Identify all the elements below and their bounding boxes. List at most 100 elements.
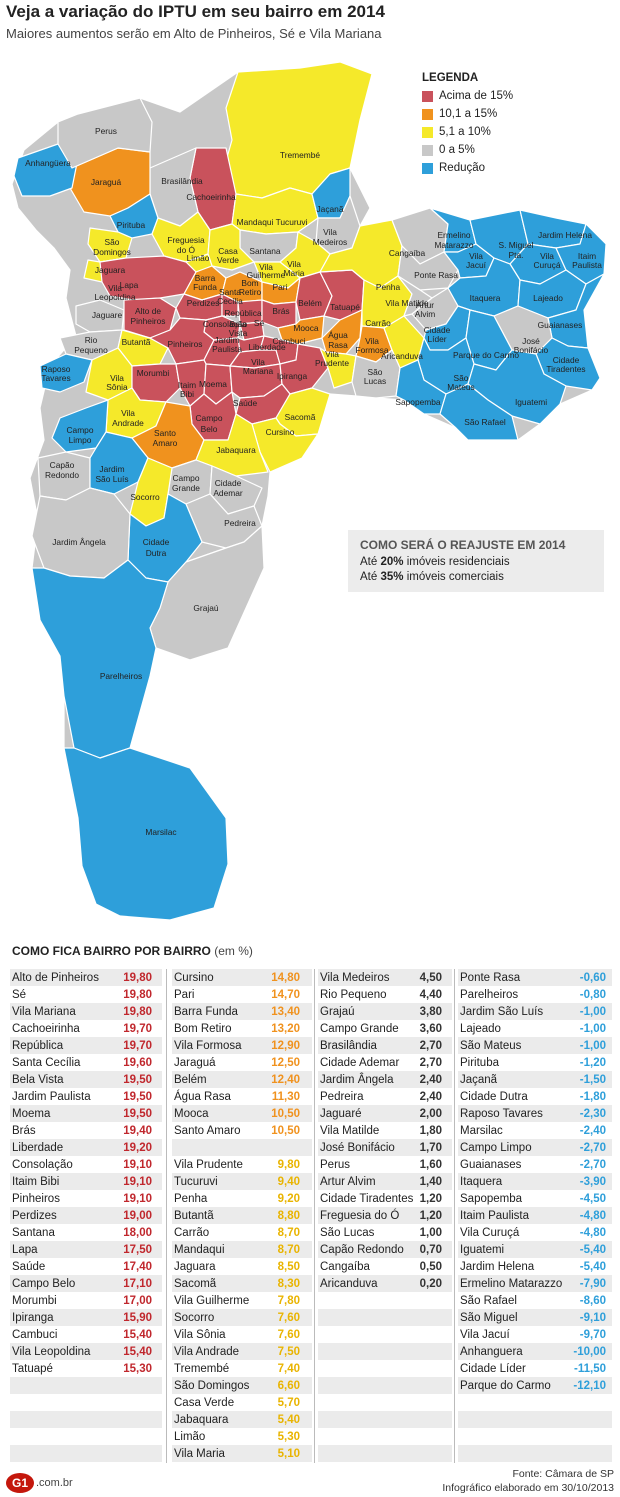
neighborhood-name: Vila Matilde — [320, 1124, 380, 1137]
neighborhood-name: Bela Vista — [12, 1073, 64, 1086]
iptu-variation-value: 14,80 — [271, 971, 300, 984]
neighborhood-name: Santa Cecília — [12, 1056, 81, 1069]
table-row: Jardim São Luís -1,00 — [458, 1003, 612, 1020]
iptu-variation-value: 2,00 — [419, 1107, 442, 1120]
table-row — [458, 1394, 612, 1411]
neighborhood-name: Capão Redondo — [320, 1243, 404, 1256]
column-divider — [314, 969, 315, 1463]
region-label: Bela — [230, 319, 247, 329]
region-label: Raposo — [42, 364, 71, 374]
table-row: Vila Prudente 9,80 — [172, 1156, 312, 1173]
table-row: São Miguel -9,10 — [458, 1309, 612, 1326]
table-row: Saúde 17,40 — [10, 1258, 162, 1275]
g1-logo: G1 .com.br — [6, 1473, 73, 1493]
region-label: Curuçá — [534, 260, 561, 270]
table-row: Campo Belo 17,10 — [10, 1275, 162, 1292]
region-label: São — [368, 367, 383, 377]
region-label: Perus — [95, 126, 117, 136]
iptu-variation-value: 1,20 — [419, 1192, 442, 1205]
region-label: Tatuapé — [330, 302, 360, 312]
neighborhood-name: São Miguel — [460, 1311, 518, 1324]
legend-label: Redução — [439, 162, 486, 174]
iptu-variation-value: 13,20 — [271, 1022, 300, 1035]
region-label: Mateus — [447, 382, 474, 392]
neighborhood-name: Vila Andrade — [174, 1345, 240, 1358]
neighborhood-name: Tatuapé — [12, 1362, 53, 1375]
region-label: Cidade — [215, 478, 242, 488]
iptu-variation-value: 19,10 — [123, 1158, 152, 1171]
neighborhood-name: Pedreira — [320, 1090, 364, 1103]
reajuste-line-residencial: Até 20% imóveis residenciais — [360, 556, 510, 568]
table-row: República 19,70 — [10, 1037, 162, 1054]
region-label: Matarazzo — [434, 240, 473, 250]
table-row: Ipiranga 15,90 — [10, 1309, 162, 1326]
region-label: Vila — [259, 262, 273, 272]
neighborhood-name: Vila Formosa — [174, 1039, 242, 1052]
neighborhood-name: Campo Limpo — [460, 1141, 532, 1154]
table-row: Iguatemi -5,40 — [458, 1241, 612, 1258]
table-row: Vila Matilde 1,80 — [318, 1122, 452, 1139]
table-row: São Domingos 6,60 — [172, 1377, 312, 1394]
region-label: São Rafael — [464, 417, 506, 427]
table-row: Pedreira 2,40 — [318, 1088, 452, 1105]
region-label: Freguesia — [167, 235, 205, 245]
region-cursino — [251, 417, 319, 473]
neighborhood-name: Ipiranga — [12, 1311, 54, 1324]
iptu-variation-value: 17,00 — [123, 1294, 152, 1307]
region-label: Penha — [376, 282, 401, 292]
neighborhood-name: Belém — [174, 1073, 207, 1086]
iptu-variation-value: -8,60 — [579, 1294, 606, 1307]
iptu-variation-value: 19,50 — [123, 1090, 152, 1103]
region-label: Socorro — [130, 492, 160, 502]
table-row — [318, 1445, 452, 1462]
legend-label: 10,1 a 15% — [439, 108, 498, 120]
page-title: Veja a variação do IPTU em seu bairro em… — [6, 2, 385, 21]
iptu-variation-value: -3,90 — [579, 1175, 606, 1188]
neighborhood-name: Cambuci — [12, 1328, 58, 1341]
table-row: Limão 5,30 — [172, 1428, 312, 1445]
iptu-variation-value: 17,40 — [123, 1260, 152, 1273]
table-row: São Mateus -1,00 — [458, 1037, 612, 1054]
neighborhood-name: Sapopemba — [460, 1192, 523, 1205]
table-row — [318, 1360, 452, 1377]
neighborhood-name: Artur Alvim — [320, 1175, 376, 1188]
table-row: Vila Leopoldina 15,40 — [10, 1343, 162, 1360]
table-row: Vila Curuçá -4,80 — [458, 1224, 612, 1241]
iptu-variation-value: 1,70 — [419, 1141, 442, 1154]
region-label: Limpo — [69, 435, 92, 445]
source-credit: Fonte: Câmara de SP Infográfico elaborad… — [442, 1467, 614, 1495]
region-label: Perdizes — [187, 298, 220, 308]
iptu-variation-value: 13,40 — [271, 1005, 300, 1018]
table-row: Consolação 19,10 — [10, 1156, 162, 1173]
table-row: Jaguaré 2,00 — [318, 1105, 452, 1122]
region-label: Jaçanã — [316, 204, 343, 214]
neighborhood-name: Jardim São Luís — [460, 1005, 544, 1018]
region-label: Sapopemba — [395, 397, 441, 407]
neighborhood-name: Vila Maria — [174, 1447, 225, 1460]
iptu-variation-value: 8,80 — [277, 1209, 300, 1222]
region-label: Barra — [195, 273, 216, 283]
table-row: Ermelino Matarazzo -7,90 — [458, 1275, 612, 1292]
neighborhood-name: Freguesia do Ó — [320, 1209, 400, 1222]
neighborhood-name: Alto de Pinheiros — [12, 971, 99, 984]
neighborhood-name: Cangaíba — [320, 1260, 370, 1273]
region-label: Vila — [287, 259, 301, 269]
region-label: Maria — [284, 268, 305, 278]
region-label: Cidade — [553, 355, 580, 365]
region-label: Butantã — [122, 337, 151, 347]
table-row — [458, 1445, 612, 1462]
neighborhood-name: Butantã — [174, 1209, 214, 1222]
table-row: Perus 1,60 — [318, 1156, 452, 1173]
table-row: São Rafael -8,60 — [458, 1292, 612, 1309]
legend-swatch — [422, 90, 433, 102]
region-label: Vila — [121, 408, 135, 418]
iptu-variation-value: 19,80 — [123, 971, 152, 984]
region-label: Funda — [193, 282, 217, 292]
region-label: Grande — [172, 483, 200, 493]
table-row: Artur Alvim 1,40 — [318, 1173, 452, 1190]
neighborhood-name: Cidade Tiradentes — [320, 1192, 414, 1205]
region-label: Itaim — [178, 380, 196, 390]
table-row: Campo Grande 3,60 — [318, 1020, 452, 1037]
iptu-variation-value: 12,50 — [271, 1056, 300, 1069]
table-row: Butantã 8,80 — [172, 1207, 312, 1224]
